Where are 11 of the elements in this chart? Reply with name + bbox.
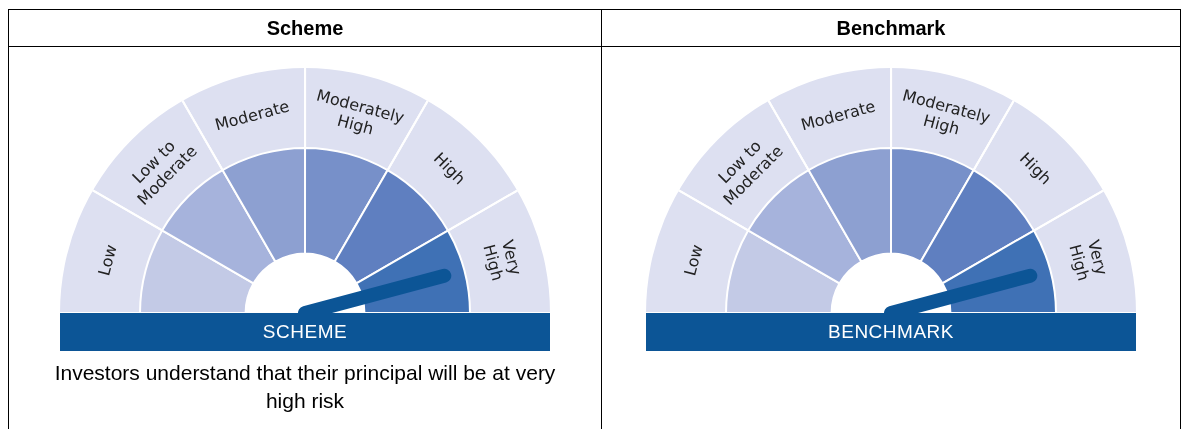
slice-label: Moderate <box>212 96 292 135</box>
text: Investors understand that their principal will be at very high risk <box>53 360 557 414</box>
slice-label: Very High <box>479 237 526 283</box>
text: SCHEME <box>60 313 550 351</box>
chart-title: Benchmark <box>602 10 1180 47</box>
slice-label: Low <box>680 242 707 278</box>
slice-label: Very High <box>1065 237 1112 283</box>
slice-label: Low <box>94 242 121 278</box>
text: BENCHMARK <box>646 313 1136 351</box>
chart-title: Scheme <box>9 10 601 47</box>
slice-label: Moderate <box>798 96 878 135</box>
